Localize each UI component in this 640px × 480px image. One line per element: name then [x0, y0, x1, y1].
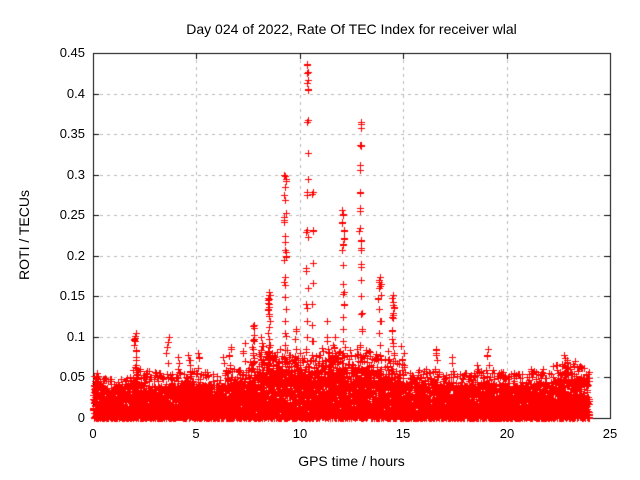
x-axis-label: GPS time / hours — [298, 453, 405, 469]
y-tick-label: 0.4 — [66, 86, 85, 101]
y-tick-label: 0.45 — [59, 45, 85, 60]
x-tick-label: 20 — [499, 426, 515, 441]
y-tick-label: 0.25 — [59, 207, 85, 222]
y-axis-label: ROTI / TECUs — [16, 190, 32, 280]
x-tick-label: 10 — [292, 426, 308, 441]
y-tick-label: 0.2 — [66, 248, 85, 263]
x-tick-label: 15 — [395, 426, 411, 441]
y-tick-label: 0.3 — [66, 167, 85, 182]
y-tick-label: 0.1 — [66, 329, 85, 344]
y-tick-label: 0 — [77, 410, 85, 425]
y-tick-label: 0.35 — [59, 126, 85, 141]
y-tick-label: 0.05 — [59, 369, 85, 384]
x-tick-label: 25 — [602, 426, 618, 441]
y-tick-label: 0.15 — [59, 288, 85, 303]
chart-title: Day 024 of 2022, Rate Of TEC Index for r… — [186, 21, 517, 37]
x-tick-label: 5 — [192, 426, 200, 441]
x-tick-label: 0 — [89, 426, 97, 441]
